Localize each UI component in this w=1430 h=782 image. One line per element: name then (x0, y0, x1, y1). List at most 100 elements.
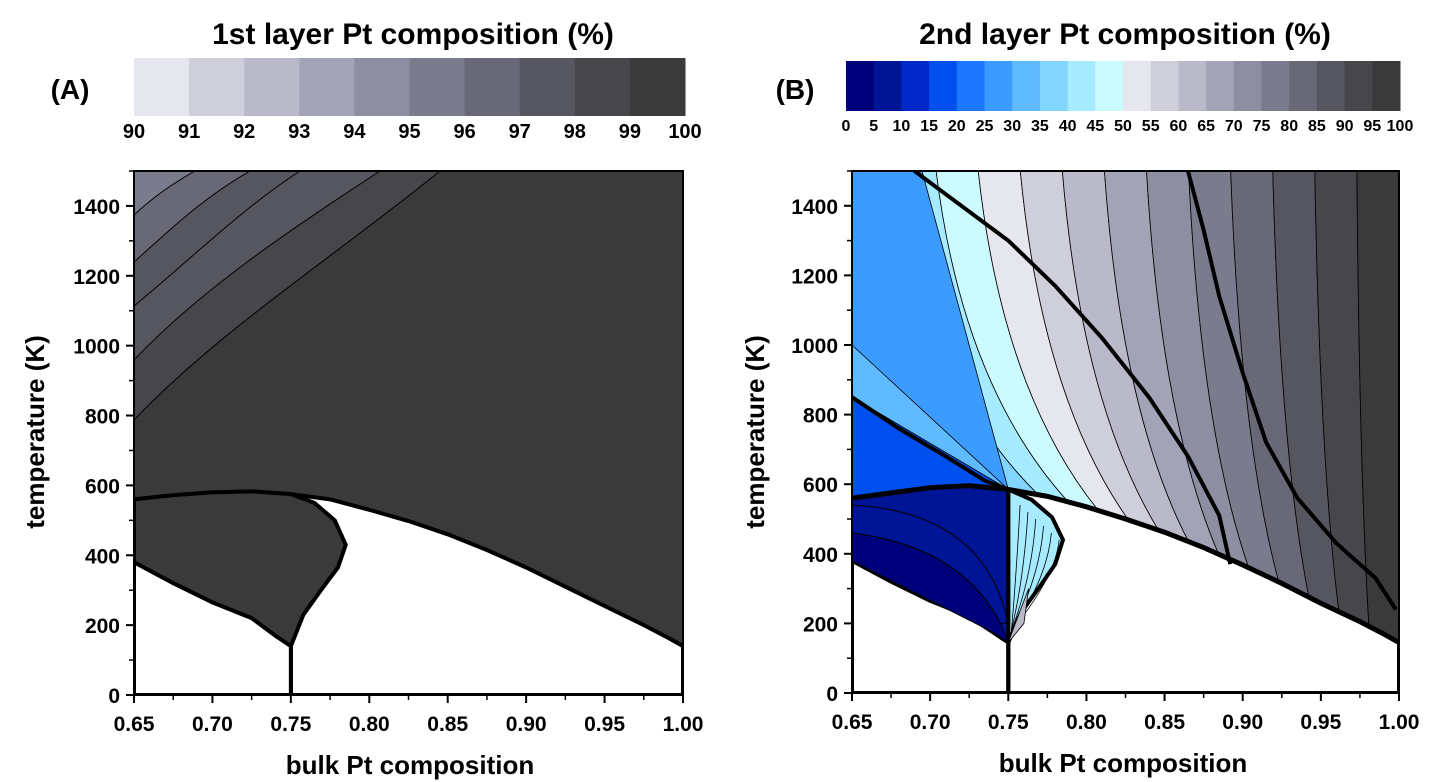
panel-a-colorbar-swatch (354, 58, 410, 116)
panel-a-x-tick-label: 0.65 (114, 713, 155, 736)
panel-a-x-tick-label: 0.70 (192, 713, 233, 736)
panel-b-heavy-contour (1186, 171, 1398, 611)
panel-b-colorbar-tick-label: 15 (920, 118, 938, 135)
panel-b-colorbar-swatch (1344, 61, 1373, 111)
panel-a-y-tick-label: 0 (108, 685, 120, 708)
panel-b-colorbar-tick-label: 20 (948, 118, 966, 135)
panel-b-colorbar-swatch (1316, 61, 1346, 111)
panel-a-colorbar-tick-label: 90 (123, 121, 145, 143)
panel-a-colorbar-tick-label: 96 (453, 121, 475, 143)
panel-a-colorbar-tick-label: 92 (233, 121, 255, 143)
panel-b-bulb-contour (1011, 505, 1021, 631)
panel-a-label: (A) (51, 74, 90, 105)
panel-b-colorbar-swatch (846, 61, 875, 111)
panel-a-x-tick-label: 0.95 (584, 713, 625, 736)
panel-b-colorbar-tick-label: 45 (1086, 118, 1104, 135)
panel-b-colorbar-swatch (1233, 61, 1262, 111)
panel-b-colorbar-swatch (1372, 61, 1401, 111)
panel-a-y-tick-label: 200 (85, 615, 120, 638)
panel-b-colorbar-tick-label: 80 (1280, 118, 1298, 135)
panel-a-colorbar-tick-label: 100 (668, 121, 701, 143)
panel-b-y-tick-label: 400 (803, 544, 838, 567)
panel-a-plot-area: 0.65 0.70 0.75 0.80 0.85 0.90 0.95 1.00 0 200 400 6… (73, 170, 704, 736)
panel-b-colorbar-tick-label: 55 (1142, 118, 1160, 135)
panel-b-colorbar-swatch (1178, 61, 1207, 111)
panel-a-y-tick-label: 1000 (73, 336, 120, 359)
panel-b-colorbar-tick-label: 85 (1308, 118, 1326, 135)
panel-b-colorbar-swatch (1039, 61, 1069, 111)
panel-b-bulb-contour (1011, 518, 1037, 631)
panel-b-colorbar-swatch (1095, 61, 1124, 111)
panel-a-xlabel: bulk Pt composition (286, 750, 534, 780)
panel-a-region-95 (134, 171, 250, 262)
panel-b-colorbar-tick-label: 25 (976, 118, 994, 135)
panel-b-y-tick-label: 200 (803, 613, 838, 636)
panel-b-colorbar-tick-label: 65 (1197, 118, 1215, 135)
panel-b-y-tick-label: 0 (826, 683, 838, 706)
panel-b-colorbar-tick-label: 90 (1336, 118, 1354, 135)
panel-b-x-tick-label: 0.65 (832, 711, 873, 734)
panel-a: 1st layer Pt composition (%) (A) 90 91 92 9… (20, 18, 703, 780)
panel-b-colorbar-swatch (1150, 61, 1179, 111)
panel-b-x-tick-label: 0.70 (910, 711, 951, 734)
panel-b-colorbar-swatch (1289, 61, 1318, 111)
panel-b-heavy-contour (852, 395, 1009, 492)
panel-a-colorbar: 90 91 92 93 94 95 96 97 98 99 100 (123, 58, 702, 143)
panel-b-axes: 0.65 0.70 0.75 0.80 0.85 0.90 0.95 1.00 0 200 400 6… (791, 170, 1419, 734)
panel-a-colorbar-tick-label: 95 (398, 121, 420, 143)
panel-b-colorbar-swatch (873, 61, 902, 111)
panel-a-colorbar-tick-label: 98 (564, 121, 586, 143)
panel-b-bulb-contour (1011, 512, 1029, 631)
panel-b-order-disorder-line (852, 483, 1399, 645)
panel-b-colorbar-tick-label: 10 (893, 118, 911, 135)
panel-b-colorbar-swatch (1123, 61, 1152, 111)
panel-a-x-tick-label: 0.80 (349, 713, 390, 736)
panel-b-colorbar-tick-label: 60 (1170, 118, 1188, 135)
panel-b-colorbar-tick-label: 35 (1031, 118, 1049, 135)
panel-b-colorbar-tick-label: 40 (1059, 118, 1077, 135)
panel-b-colorbar-swatch (984, 61, 1013, 111)
panel-b-colorbar-swatch (1012, 61, 1041, 111)
panel-b-title: 2nd layer Pt composition (%) (919, 18, 1331, 51)
panel-b-label: (B) (776, 74, 815, 105)
panel-b-contour-bands (852, 171, 1399, 643)
panel-a-y-tick-label: 400 (85, 545, 120, 568)
panel-a-colorbar-swatch (519, 58, 576, 116)
panel-a-colorbar-tick-label: 91 (178, 121, 200, 143)
panel-b-colorbar-swatch (1067, 61, 1096, 111)
panel-a-region-94 (134, 171, 195, 215)
panel-b-x-tick-label: 0.85 (1144, 711, 1185, 734)
panel-b-colorbar-swatch (1261, 61, 1290, 111)
panel-a-y-tick-label: 800 (85, 406, 120, 429)
panel-b-x-tick-label: 0.95 (1300, 711, 1341, 734)
panel-b-y-tick-label: 1200 (791, 265, 838, 288)
panel-a-colorbar-tick-label: 93 (288, 121, 310, 143)
panel-b-colorbar-swatch (901, 61, 930, 111)
panel-b-y-tick-label: 800 (803, 405, 838, 428)
panel-b-ylabel: temperature (K) (740, 335, 770, 529)
panel-a-colorbar-tick-label: 99 (619, 121, 641, 143)
panel-b-y-tick-label: 1400 (791, 196, 838, 219)
panel-b-heavy-contours (852, 171, 1399, 693)
panel-a-colorbar-swatch (244, 58, 300, 116)
panel-b-colorbar-tick-label: 100 (1387, 118, 1414, 135)
panel-a-colorbar-swatch (299, 58, 355, 116)
panel-b-x-tick-label: 0.75 (988, 711, 1029, 734)
panel-a-region-97 (134, 171, 380, 360)
panel-a-y-tick-label: 1200 (73, 266, 120, 289)
panel-a-colorbar-swatch (189, 58, 245, 116)
panel-a-colorbar-tick-label: 97 (509, 121, 531, 143)
panel-a-x-tick-label: 1.00 (663, 713, 704, 736)
panel-a-colorbar-swatch (629, 58, 686, 116)
panel-b-y-tick-label: 1000 (791, 335, 838, 358)
panel-b-colorbar-tick-label: 50 (1114, 118, 1132, 135)
panel-b-colorbar: 0 5 10 15 20 25 30 35 40 45 50 55 60 65 70 75 80 85 90 95 10… (842, 61, 1414, 135)
panel-a-x-tick-label: 0.75 (270, 713, 311, 736)
panel-b-y-tick-label: 600 (803, 474, 838, 497)
panel-b-bulb (852, 485, 1066, 693)
panel-b-colorbar-tick-label: 30 (1003, 118, 1021, 135)
panel-a-colorbar-tick-label: 94 (343, 121, 366, 143)
panel-b-x-tick-label: 0.90 (1222, 711, 1263, 734)
panel-a-title: 1st layer Pt composition (%) (212, 18, 614, 51)
